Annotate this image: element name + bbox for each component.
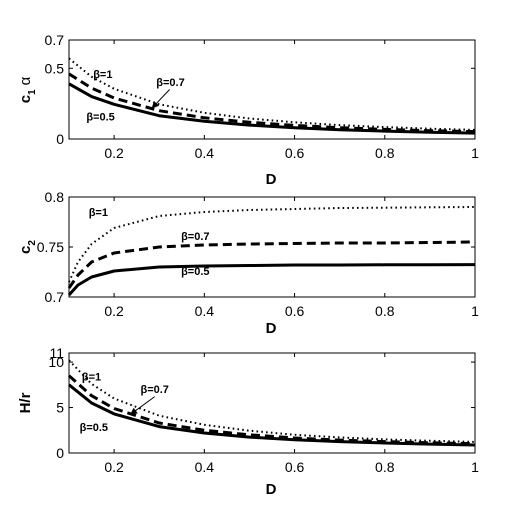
panel1-annotation-arrowhead xyxy=(151,100,160,109)
panel2-xtick-label: 0.2 xyxy=(104,303,124,319)
panel3-ytick-label: 5 xyxy=(56,400,64,416)
panel1-ytick-label: 0.7 xyxy=(45,32,65,48)
panel2-xtick-label: 0.6 xyxy=(285,303,305,319)
panel3-series-line xyxy=(68,383,476,447)
panel2-ylabel: c2 xyxy=(17,240,38,254)
panel3-axes-box xyxy=(68,352,476,454)
panel3-series-line xyxy=(68,359,476,443)
panel1-xtick-label: 0.6 xyxy=(285,145,305,161)
panel2-series-line xyxy=(67,240,476,289)
panel1-series-line xyxy=(68,82,476,135)
panel2-xtick-label: 0.8 xyxy=(375,303,395,319)
panel2-axes-box xyxy=(68,196,476,298)
panel2-annotation-label: β=0.5 xyxy=(181,266,209,278)
panel2-xtick-label: 1 xyxy=(471,303,479,319)
panel3-series-line xyxy=(68,374,476,446)
panel3-ytick-label: 10 xyxy=(48,354,64,370)
panel1-ylabel-sym: α xyxy=(17,76,34,85)
panel2-ytick-label: 0.7 xyxy=(45,289,65,305)
panel2-annotation-label: β=0.7 xyxy=(181,231,209,243)
panel2-ylabel-sub: 2 xyxy=(27,240,38,246)
panel1-xtick-label: 1 xyxy=(471,145,479,161)
panel3-annotation-arrowhead xyxy=(129,407,138,415)
panel1-ytick-label: 0 xyxy=(56,131,64,147)
panel3-xlabel: D xyxy=(266,481,277,498)
panel1-xtick-label: 0.8 xyxy=(375,145,395,161)
panel3-annotation-label: β=0.7 xyxy=(140,384,168,396)
panel2-xtick-label: 0.4 xyxy=(195,303,215,319)
panel1-ytick-label: 0.5 xyxy=(45,60,65,76)
panel1-plot: 0.2 0.4 0.6 0.8 1 0 0.5 0.7 β=1 β=0.7 β=0.5 xyxy=(45,32,480,161)
panel1-ylabel-main: c xyxy=(17,95,34,103)
panel1-series-line xyxy=(68,57,476,131)
panel3-xtick-label: 0.4 xyxy=(195,459,215,475)
panel2-xlabel: D xyxy=(266,320,277,337)
panel1-annotation-label: β=0.7 xyxy=(156,77,184,89)
panel3-xtick-label: 0.6 xyxy=(285,459,305,475)
panel3-ytick-label: 11 xyxy=(49,345,64,361)
panel1-annotation-label: β=1 xyxy=(93,69,112,81)
panel1-axes-box xyxy=(68,39,476,140)
panel-h-over-r: H/r D xyxy=(17,392,277,498)
panel3-annotation-label: β=0.5 xyxy=(80,422,108,434)
panel3-xtick-label: 0.2 xyxy=(104,459,124,475)
panel2-ytick-label: 0.8 xyxy=(45,189,65,205)
panel1-annotation-label: β=0.5 xyxy=(86,112,114,124)
panel2-annotation-label: β=1 xyxy=(89,207,108,219)
panel3-annotation-label: β=1 xyxy=(82,371,101,383)
panel1-ylabel: c1 α xyxy=(17,76,38,103)
panel-c2: c2 D xyxy=(17,240,277,337)
panel1-xlabel: D xyxy=(266,171,277,188)
panel2-series-line xyxy=(67,263,476,297)
panel2-plot: 0.2 0.4 0.6 0.8 1 0.7 0.75 0.8 β=1 β=0.7 β=0.5 xyxy=(37,189,479,319)
panel3-ytick-label: 0 xyxy=(56,445,64,461)
panel3-xtick-label: 0.8 xyxy=(375,459,395,475)
panel1-ylabel-sub: 1 xyxy=(27,89,38,95)
panel-c1-alpha: c1 α D xyxy=(17,76,277,188)
panel3-xtick-label: 1 xyxy=(471,459,479,475)
panel1-xtick-label: 0.2 xyxy=(104,145,124,161)
panel2-ytick-label: 0.75 xyxy=(37,239,64,255)
panel1-series-line xyxy=(68,72,476,134)
panel3-ylabel: H/r xyxy=(17,392,34,413)
panel1-xtick-label: 0.4 xyxy=(195,145,215,161)
panel2-ylabel-main: c xyxy=(17,246,34,254)
